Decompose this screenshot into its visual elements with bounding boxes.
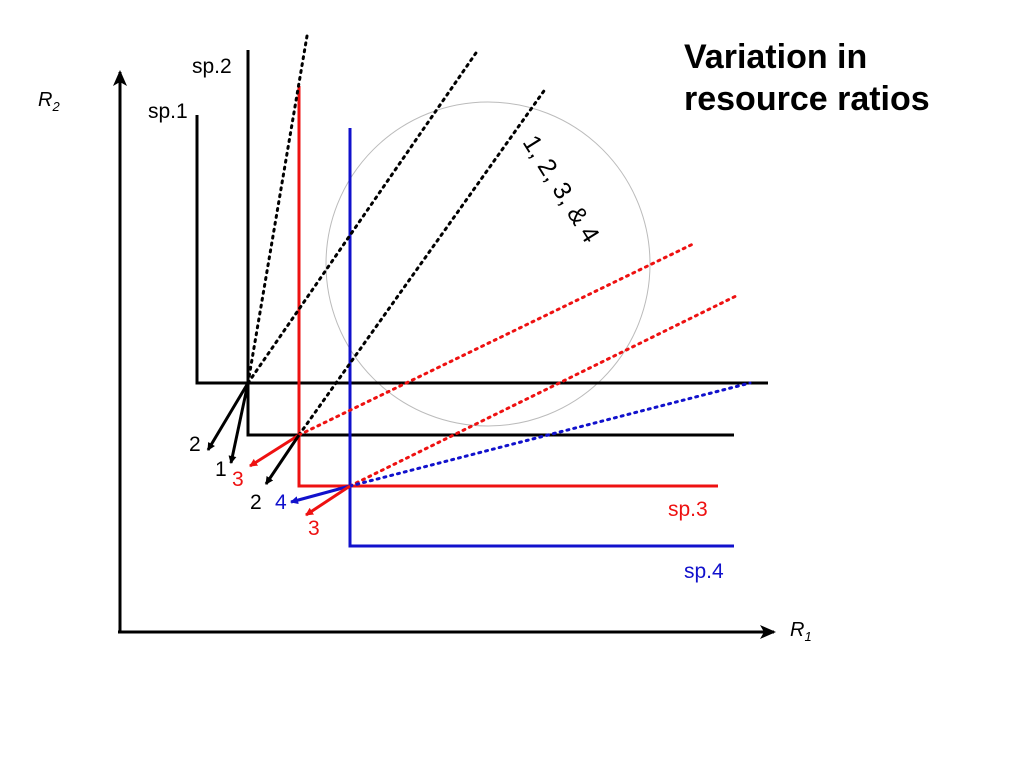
- impact-label-d: 2: [250, 491, 262, 514]
- impact-vector-sp1-top: [228, 382, 250, 464]
- impact-vector-sp3-low: [305, 484, 351, 517]
- impact-vector-sp4-low: [290, 484, 351, 505]
- impact-label-f: 3: [308, 517, 320, 540]
- sp1-label: sp.1: [148, 100, 188, 123]
- title-line-1: Variation in: [684, 38, 868, 76]
- impact-label-c: 3: [232, 468, 244, 491]
- boundary-line-5: [348, 294, 738, 488]
- impact-label-a: 2: [189, 433, 201, 456]
- sp2-isocline: [246, 50, 734, 437]
- title-line-2: resource ratios: [684, 80, 930, 118]
- boundary-line-2: [246, 48, 480, 385]
- sp1-isocline: [195, 115, 768, 385]
- y-axis-label: R2: [38, 89, 60, 114]
- sp4-isocline: [348, 128, 734, 548]
- boundary-line-6: [348, 381, 752, 488]
- impact-label-e: 4: [275, 491, 287, 514]
- sp4-label: sp.4: [684, 560, 724, 583]
- sp3-label: sp.3: [668, 498, 708, 521]
- impact-vector-sp3-mid: [249, 433, 300, 468]
- sp2-label: sp.2: [192, 55, 232, 78]
- supply-region-circle: [325, 101, 651, 427]
- sp3-isocline: [297, 86, 718, 488]
- supply-region-label: 1, 2, 3, & 4: [517, 130, 605, 247]
- impact-label-b: 1: [215, 458, 227, 481]
- x-axis-label: R1: [790, 619, 812, 644]
- boundary-line-3: [297, 86, 548, 437]
- diagram-title: Variation in resource ratios: [684, 36, 1014, 120]
- boundary-line-1: [246, 34, 309, 385]
- impact-vector-sp2-top: [206, 382, 250, 451]
- impact-vector-sp2-mid: [264, 434, 301, 485]
- boundary-line-4: [297, 242, 695, 437]
